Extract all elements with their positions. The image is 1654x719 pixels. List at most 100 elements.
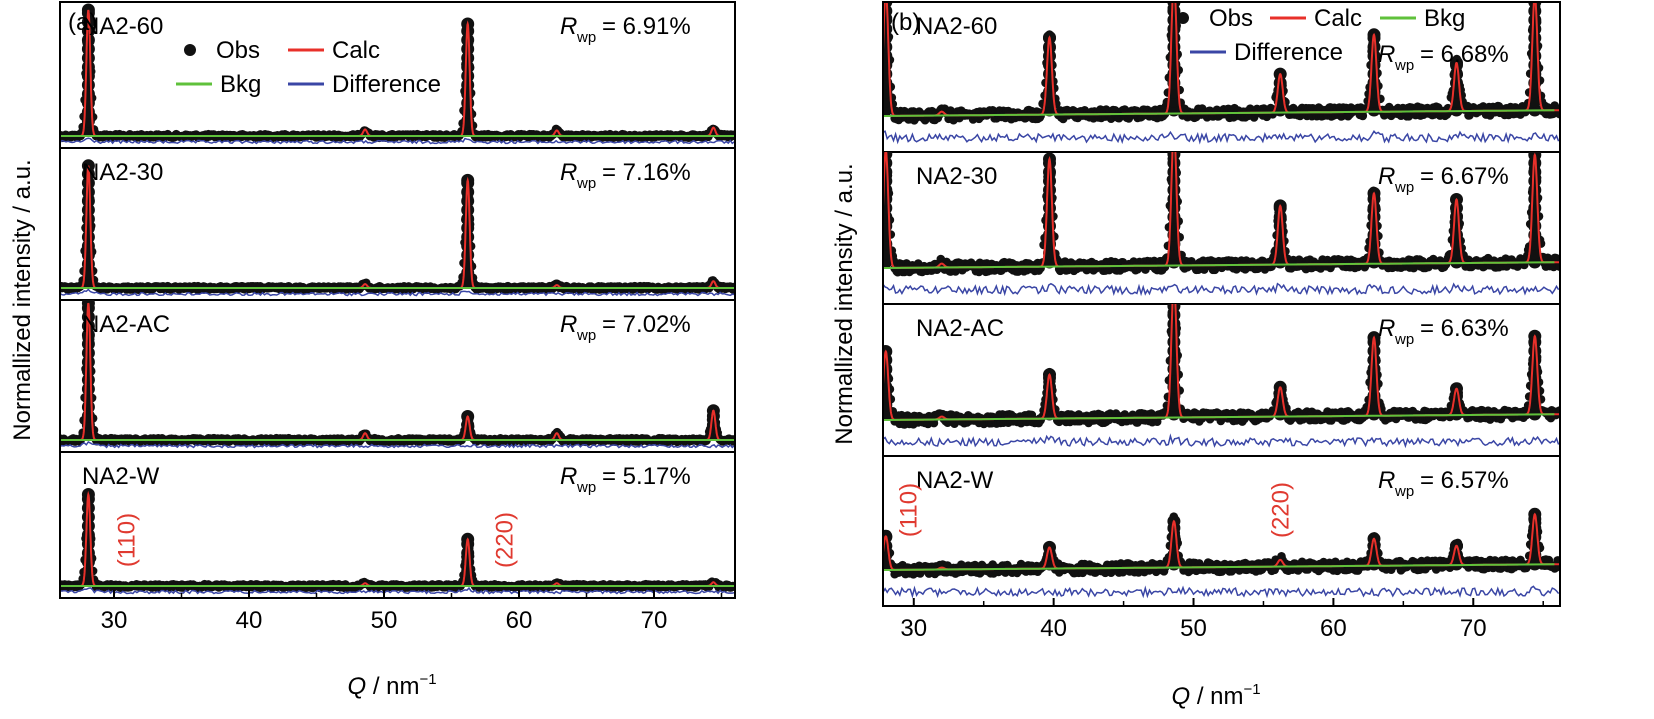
rwp-symbol: R (560, 13, 577, 40)
legend-diff-label: Difference (1234, 39, 1343, 66)
sample-label: NA2-30 (82, 159, 163, 186)
rwp-subscript: wp (576, 327, 596, 344)
x-tick-label: 50 (371, 607, 398, 634)
bkg-line (883, 261, 1555, 269)
legend-bkg-label: Bkg (1424, 5, 1465, 32)
rwp-symbol: R (1378, 467, 1395, 494)
hkl-annotation: (110) (896, 483, 923, 537)
legend-obs-label: Obs (216, 37, 260, 64)
legend: Obs Calc Bkg Difference (176, 37, 441, 98)
rwp-symbol: R (560, 311, 577, 338)
y-axis-label: Normallized intensity / a.u. (831, 163, 858, 444)
x-axis-label: Q / nm−1 (1172, 681, 1261, 710)
legend: Obs Calc Bkg Difference (1177, 5, 1465, 66)
legend-diff-label: Difference (332, 71, 441, 98)
hkl-annotation: (110) (113, 513, 140, 567)
rwp-subscript: wp (1394, 179, 1414, 196)
y-axis-label: Normallized intensity / a.u. (9, 159, 36, 440)
rwp-symbol: R (1378, 315, 1395, 342)
rwp-symbol: R (560, 463, 577, 490)
diff-line (60, 288, 735, 297)
x-axis-unit: / nm (366, 673, 419, 700)
x-tick-label: 30 (101, 607, 128, 634)
x-axis-label: Q / nm−1 (348, 671, 437, 700)
rwp-subscript: wp (1394, 483, 1414, 500)
x-tick-label: 60 (506, 607, 533, 634)
bkg-line (883, 563, 1555, 571)
legend-bkg-label: Bkg (220, 71, 261, 98)
rwp-value: = 6.67% (1420, 163, 1509, 190)
sample-label: NA2-60 (82, 13, 163, 40)
x-tick-label: 30 (900, 615, 927, 642)
panel-label: (b) (891, 9, 920, 36)
x-axis-symbol: Q (348, 673, 367, 700)
obs-points (60, 488, 735, 593)
x-axis-exponent: −1 (420, 671, 437, 688)
diff-line (883, 433, 1560, 449)
rwp-symbol: R (560, 159, 577, 186)
diff-line (60, 441, 735, 449)
bkg-line (883, 413, 1555, 421)
sample-label: NA2-AC (916, 315, 1004, 342)
x-tick-label: 70 (641, 607, 668, 634)
rwp-value: = 6.91% (602, 13, 691, 40)
x-tick-label: 60 (1320, 615, 1347, 642)
legend-obs-marker (184, 44, 196, 56)
x-axis-symbol: Q (1172, 683, 1191, 710)
x-axis-exponent: −1 (1244, 681, 1261, 698)
calc-line (883, 304, 1560, 421)
rwp-value: = 6.68% (1420, 41, 1509, 68)
rwp-value: = 6.57% (1420, 467, 1509, 494)
legend-obs-label: Obs (1209, 5, 1253, 32)
rwp-value: = 5.17% (602, 463, 691, 490)
rwp-symbol: R (1378, 41, 1395, 68)
subplot-na2-60: NA2-60 R wp = 6.68% (883, 2, 1560, 145)
legend-calc-label: Calc (332, 37, 380, 64)
panel-label: (a) (68, 9, 97, 36)
hkl-annotation: (220) (1268, 482, 1295, 538)
plot-frame (882, 1, 1561, 607)
legend-obs-marker (1177, 12, 1189, 24)
x-tick-label: 40 (1040, 615, 1067, 642)
sample-label: NA2-60 (916, 13, 997, 40)
rwp-value: = 7.02% (602, 311, 691, 338)
diff-line (60, 586, 735, 595)
legend-calc-label: Calc (1314, 5, 1362, 32)
bkg-line (883, 109, 1555, 117)
rwp-subscript: wp (1394, 57, 1414, 74)
rwp-subscript: wp (576, 29, 596, 46)
diff-line (883, 282, 1560, 297)
sample-label: NA2-W (916, 467, 994, 494)
x-axis-unit: / nm (1190, 683, 1243, 710)
hkl-annotation: (220) (491, 512, 518, 568)
x-tick-label: 40 (236, 607, 263, 634)
diff-line (883, 130, 1560, 145)
rwp-value: = 7.16% (602, 159, 691, 186)
rwp-subscript: wp (1394, 331, 1414, 348)
plot-frame (59, 1, 736, 599)
sample-label: NA2-30 (916, 163, 997, 190)
rwp-subscript: wp (576, 175, 596, 192)
sample-label: NA2-W (82, 463, 160, 490)
rwp-value: = 6.63% (1420, 315, 1509, 342)
obs-points (883, 304, 1560, 429)
diff-line (883, 585, 1560, 599)
obs-points (60, 3, 735, 143)
x-tick-label: 70 (1460, 615, 1487, 642)
diff-line (60, 137, 735, 145)
calc-line (60, 490, 735, 587)
rwp-symbol: R (1378, 163, 1395, 190)
x-tick-label: 50 (1180, 615, 1207, 642)
rwp-subscript: wp (576, 479, 596, 496)
sample-label: NA2-AC (82, 311, 170, 338)
